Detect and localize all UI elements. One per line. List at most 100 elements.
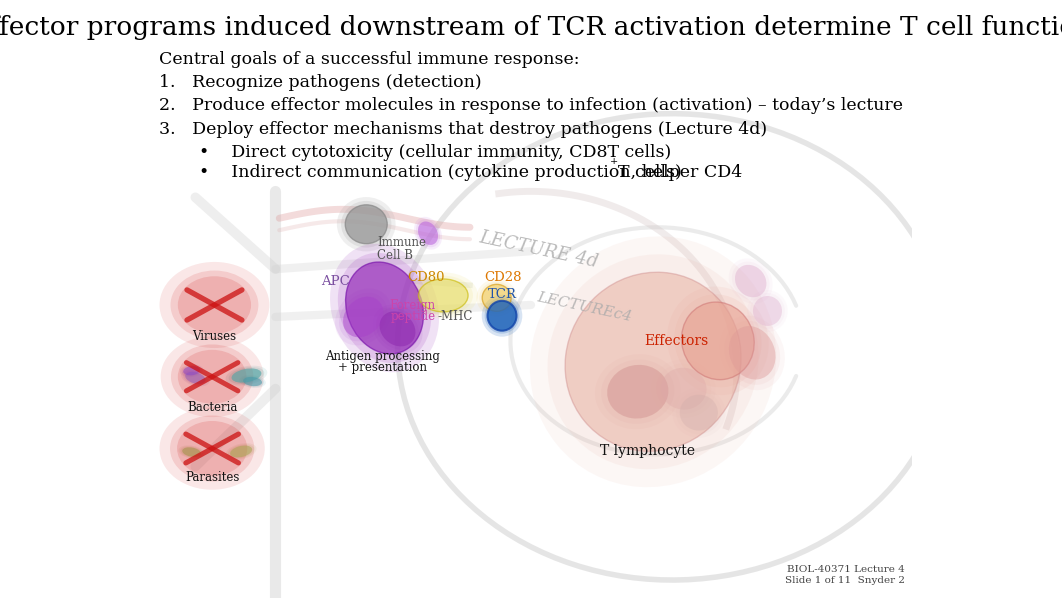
Ellipse shape <box>414 217 442 249</box>
Ellipse shape <box>339 292 388 341</box>
Ellipse shape <box>479 282 514 314</box>
Ellipse shape <box>735 265 767 297</box>
Ellipse shape <box>416 219 440 248</box>
Ellipse shape <box>661 368 706 410</box>
Ellipse shape <box>228 444 254 459</box>
Ellipse shape <box>661 368 706 410</box>
Ellipse shape <box>607 365 668 419</box>
Text: TCR: TCR <box>487 288 516 301</box>
Ellipse shape <box>343 297 383 337</box>
Text: Central goals of a successful immune response:: Central goals of a successful immune res… <box>158 51 579 68</box>
Ellipse shape <box>753 296 782 326</box>
Text: Slide 1 of 11  Snyder 2: Slide 1 of 11 Snyder 2 <box>785 576 905 585</box>
Ellipse shape <box>379 312 415 346</box>
Circle shape <box>170 416 254 481</box>
Ellipse shape <box>607 365 668 419</box>
Ellipse shape <box>672 388 725 438</box>
Ellipse shape <box>482 284 511 311</box>
Ellipse shape <box>232 368 261 383</box>
Ellipse shape <box>230 446 252 457</box>
Ellipse shape <box>477 279 517 317</box>
Ellipse shape <box>345 205 388 244</box>
Ellipse shape <box>184 366 200 376</box>
Circle shape <box>171 344 254 409</box>
Ellipse shape <box>732 262 770 300</box>
Ellipse shape <box>418 221 438 245</box>
Text: Viruses: Viruses <box>192 330 237 343</box>
Ellipse shape <box>330 243 439 373</box>
Ellipse shape <box>345 262 424 354</box>
Circle shape <box>177 421 247 476</box>
Text: Immune: Immune <box>377 236 426 249</box>
Circle shape <box>177 276 251 334</box>
Text: Bacteria: Bacteria <box>187 401 237 414</box>
Ellipse shape <box>565 272 741 451</box>
Text: 2.   Produce effector molecules in response to infection (activation) – today’s : 2. Produce effector molecules in respons… <box>158 97 903 114</box>
Ellipse shape <box>185 372 205 384</box>
Ellipse shape <box>601 359 674 424</box>
Ellipse shape <box>178 446 205 459</box>
Text: T lymphocyte: T lymphocyte <box>600 444 696 457</box>
Ellipse shape <box>724 321 781 385</box>
Ellipse shape <box>682 302 754 380</box>
Ellipse shape <box>181 446 203 458</box>
Ellipse shape <box>674 294 761 388</box>
Ellipse shape <box>651 359 716 418</box>
Ellipse shape <box>748 290 788 332</box>
Ellipse shape <box>184 371 207 385</box>
Ellipse shape <box>753 296 782 326</box>
Ellipse shape <box>482 284 511 311</box>
Text: Effectors: Effectors <box>644 334 708 347</box>
Ellipse shape <box>241 376 264 387</box>
Text: LECTURE 4d: LECTURE 4d <box>478 228 600 271</box>
Text: CD28: CD28 <box>484 271 521 285</box>
Text: Parasites: Parasites <box>185 471 239 484</box>
Ellipse shape <box>345 205 388 244</box>
Text: +: + <box>611 157 618 166</box>
Ellipse shape <box>530 236 776 487</box>
Ellipse shape <box>735 265 767 297</box>
Ellipse shape <box>750 293 785 329</box>
Ellipse shape <box>729 326 775 380</box>
Text: T cells): T cells) <box>618 164 682 181</box>
Ellipse shape <box>680 395 718 431</box>
Ellipse shape <box>680 395 718 431</box>
Circle shape <box>159 407 264 490</box>
Ellipse shape <box>184 366 200 376</box>
Ellipse shape <box>243 377 262 386</box>
Ellipse shape <box>484 298 519 334</box>
Text: •    Indirect communication (cytokine production, helper CD4: • Indirect communication (cytokine produ… <box>200 164 742 181</box>
Ellipse shape <box>413 276 473 315</box>
Ellipse shape <box>482 295 523 337</box>
Ellipse shape <box>182 370 209 386</box>
Circle shape <box>159 262 270 348</box>
Text: •    Direct cytotoxicity (cellular immunity, CD8T cells): • Direct cytotoxicity (cellular immunity… <box>200 144 671 161</box>
Ellipse shape <box>720 316 785 390</box>
Ellipse shape <box>345 262 424 354</box>
Ellipse shape <box>243 377 262 386</box>
Ellipse shape <box>183 447 201 457</box>
Circle shape <box>171 270 258 340</box>
Ellipse shape <box>656 364 712 414</box>
Text: + presentation: + presentation <box>338 361 427 374</box>
Ellipse shape <box>338 253 431 363</box>
Ellipse shape <box>675 391 722 434</box>
Text: BIOL-40371 Lecture 4: BIOL-40371 Lecture 4 <box>787 565 905 574</box>
Ellipse shape <box>225 365 268 386</box>
Text: peptide: peptide <box>390 310 435 324</box>
Ellipse shape <box>379 312 415 346</box>
Ellipse shape <box>729 258 773 304</box>
Ellipse shape <box>239 375 266 388</box>
Ellipse shape <box>682 302 754 380</box>
Ellipse shape <box>376 308 419 350</box>
Text: 3.   Deploy effector mechanisms that destroy pathogens (Lecture 4d): 3. Deploy effector mechanisms that destr… <box>158 121 767 138</box>
Ellipse shape <box>418 279 468 312</box>
Ellipse shape <box>230 446 252 457</box>
Text: 1.   Recognize pathogens (detection): 1. Recognize pathogens (detection) <box>158 74 481 91</box>
Ellipse shape <box>228 367 264 384</box>
Ellipse shape <box>548 254 758 469</box>
Text: Cell B: Cell B <box>377 249 413 263</box>
Ellipse shape <box>418 221 438 245</box>
Text: Foreign: Foreign <box>390 299 435 312</box>
Text: Antigen processing: Antigen processing <box>325 350 440 363</box>
